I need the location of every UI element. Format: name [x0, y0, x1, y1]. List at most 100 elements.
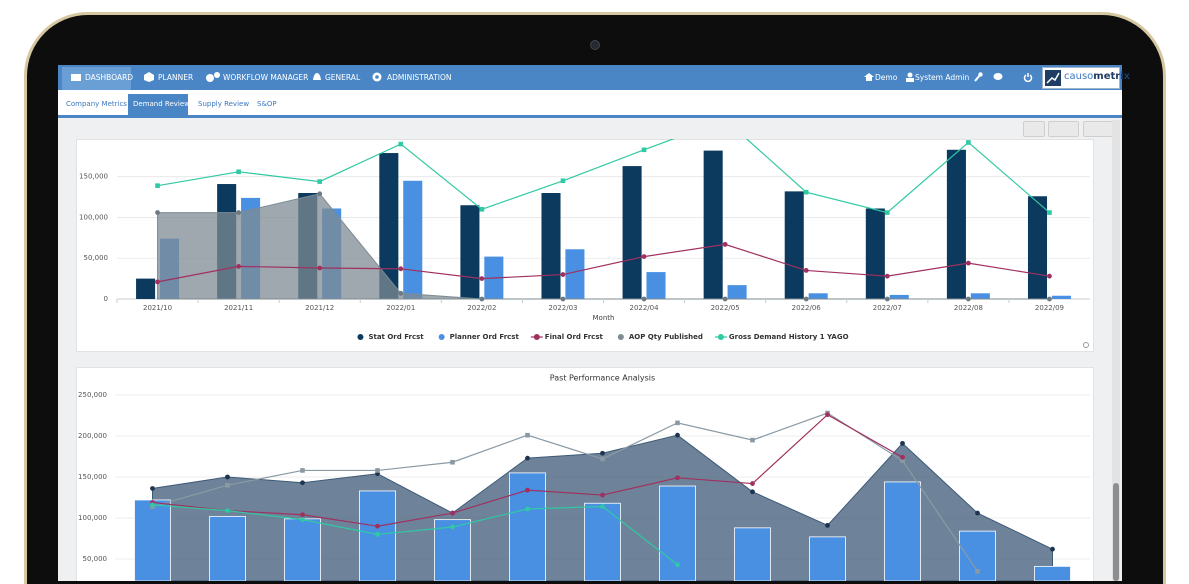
- area-marker: [1050, 546, 1055, 552]
- area-marker: [479, 296, 485, 302]
- nav-item[interactable]: PLANNER: [158, 73, 194, 82]
- bar: [1034, 565, 1071, 581]
- logo-mark: [1045, 70, 1061, 86]
- line-marker: [236, 263, 242, 269]
- bar: [584, 502, 621, 581]
- tab[interactable]: Demand Review: [133, 100, 190, 108]
- line-marker: [155, 183, 160, 188]
- y-tick-label: 100,000: [79, 213, 108, 221]
- line-marker: [225, 482, 230, 488]
- x-tick-label: 2022/08: [954, 304, 983, 312]
- x-tick-label: 2021/12: [305, 304, 334, 312]
- line-marker: [560, 178, 566, 184]
- user-link[interactable]: Demo: [875, 73, 898, 82]
- y-tick-label: 250,000: [78, 391, 107, 399]
- refresh-button[interactable]: [1023, 121, 1045, 137]
- y-tick-label: 200,000: [78, 432, 107, 440]
- expand-button[interactable]: [1048, 121, 1079, 137]
- area-marker: [884, 296, 890, 302]
- icon[interactable]: [973, 72, 983, 82]
- active-nav: [62, 67, 131, 90]
- line-marker: [900, 458, 905, 463]
- icon[interactable]: [1023, 72, 1033, 82]
- tab[interactable]: S&OP: [257, 100, 277, 108]
- chart: 0 50,000 100,000 150,000 2021/10 2021/11 2021/…: [79, 139, 1090, 341]
- bar: [136, 278, 156, 299]
- x-axis-label: Month: [593, 314, 615, 322]
- bar: [209, 515, 246, 581]
- y-tick-label: 50,000: [83, 555, 108, 563]
- area-marker: [560, 296, 566, 302]
- line-marker: [600, 492, 605, 498]
- tab[interactable]: Company Metrics: [66, 100, 127, 108]
- legend: Stat Ord Frcst Planner Ord Frcst Final Ord…: [357, 333, 849, 341]
- y-tick-label: 0: [104, 295, 108, 303]
- line-marker: [450, 459, 455, 465]
- area-marker: [525, 455, 530, 461]
- line-marker: [236, 169, 241, 175]
- nav-item[interactable]: ADMINISTRATION: [387, 73, 452, 82]
- nav-item[interactable]: WORKFLOW MANAGER: [223, 73, 309, 82]
- area: [157, 193, 1050, 300]
- line-marker: [317, 179, 323, 184]
- line-marker: [1047, 273, 1052, 279]
- icon: [206, 72, 220, 82]
- tab[interactable]: Supply Review: [198, 100, 250, 108]
- area-marker: [750, 489, 755, 495]
- line-marker: [525, 487, 530, 493]
- y-tick-label: 50,000: [84, 254, 109, 262]
- bar: [703, 150, 723, 299]
- nav-item[interactable]: GENERAL: [325, 73, 361, 82]
- line-marker: [600, 456, 605, 462]
- bar: [1051, 295, 1071, 299]
- line-marker: [525, 432, 530, 438]
- bar: [434, 519, 471, 581]
- line: [152, 504, 678, 566]
- bar: [784, 191, 804, 299]
- x-tick-label: 2022/06: [792, 304, 822, 312]
- logo-text: causo: [1064, 71, 1094, 82]
- line-marker: [479, 207, 485, 212]
- line-marker: [150, 502, 155, 508]
- bar: [734, 527, 771, 581]
- area-marker: [1047, 296, 1052, 302]
- bar: [460, 205, 480, 299]
- area-marker: [965, 296, 971, 302]
- line-marker: [450, 524, 455, 530]
- x-tick-label: 2021/10: [143, 304, 172, 312]
- line-marker: [375, 532, 380, 537]
- area-marker: [398, 290, 404, 296]
- line-marker: [479, 276, 485, 282]
- line-marker: [641, 254, 647, 259]
- bar: [808, 293, 828, 299]
- nav-item[interactable]: DASHBOARD: [85, 73, 134, 82]
- area-marker: [641, 296, 647, 302]
- legend-swatch: [617, 334, 624, 340]
- line-marker: [300, 517, 305, 523]
- bar: [646, 272, 666, 299]
- reload-icon[interactable]: [1083, 342, 1089, 348]
- scroll-thumb[interactable]: [1113, 483, 1119, 581]
- line-marker: [803, 189, 809, 195]
- bar: [884, 481, 921, 581]
- line-marker: [675, 420, 680, 426]
- logo-text: metrix: [1093, 71, 1131, 82]
- icon: [906, 72, 914, 82]
- line-marker: [965, 260, 971, 266]
- line-marker: [675, 475, 680, 481]
- scrollbar: [1112, 120, 1120, 581]
- line-marker: [398, 141, 404, 147]
- line-marker: [375, 523, 380, 529]
- icon: [144, 72, 154, 82]
- camera: [590, 40, 600, 50]
- line-marker: [750, 481, 755, 486]
- x-tick-label: 2022/02: [467, 304, 496, 312]
- line-marker: [375, 468, 380, 473]
- area-marker: [825, 522, 830, 528]
- icon[interactable]: [993, 72, 1003, 82]
- x-tick-label: 2022/07: [873, 304, 902, 312]
- line-marker: [900, 454, 905, 460]
- legend-label: Final Ord Frcst: [545, 333, 604, 341]
- area-marker: [722, 296, 728, 302]
- user-link[interactable]: System Admin: [915, 73, 970, 82]
